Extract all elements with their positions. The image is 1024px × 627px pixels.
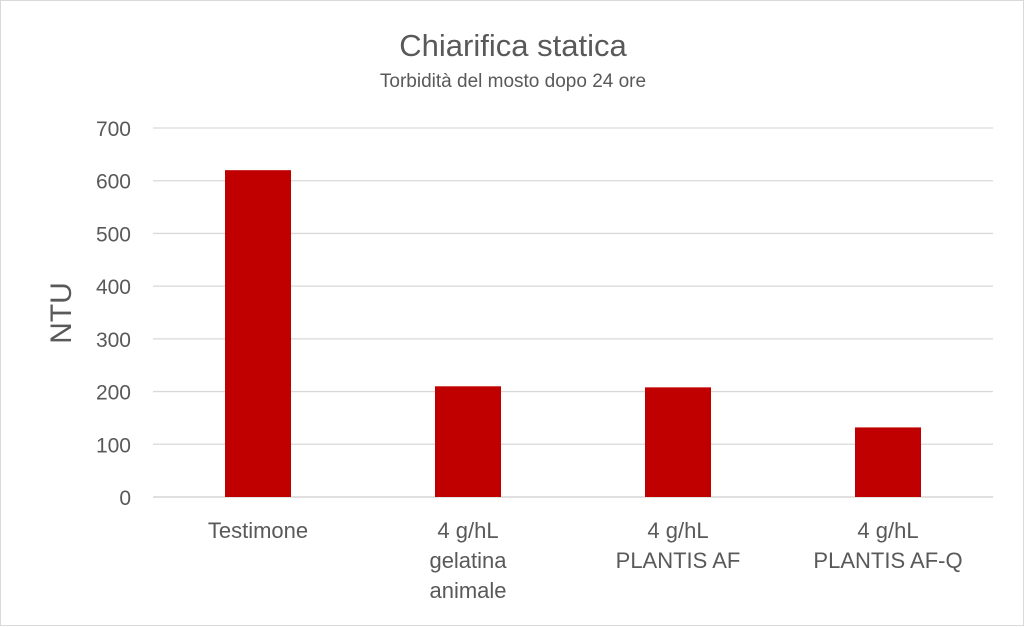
x-tick-label: PLANTIS AF-Q bbox=[813, 548, 962, 573]
bar bbox=[855, 427, 921, 497]
y-axis-label: NTU bbox=[45, 282, 78, 344]
x-tick-label: 4 g/hL bbox=[647, 518, 708, 543]
y-tick-label: 0 bbox=[119, 487, 131, 510]
y-tick-label: 200 bbox=[96, 382, 131, 405]
bar bbox=[225, 170, 291, 497]
y-tick-label: 500 bbox=[96, 223, 131, 246]
x-tick-label: Testimone bbox=[208, 518, 308, 543]
y-tick-label: 100 bbox=[96, 434, 131, 457]
y-tick-label: 700 bbox=[96, 118, 131, 141]
x-tick-label: PLANTIS AF bbox=[616, 548, 741, 573]
x-tick-label: 4 g/hL bbox=[857, 518, 918, 543]
bars bbox=[225, 170, 921, 497]
gridlines bbox=[153, 127, 993, 498]
y-tick-labels: 0 100 200 300 400 500 600 700 bbox=[96, 118, 131, 510]
y-tick-label: 400 bbox=[96, 276, 131, 299]
x-tick-labels: Testimone 4 g/hL gelatina animale 4 g/hL PLAN… bbox=[208, 518, 963, 603]
bar bbox=[435, 386, 501, 497]
chart-subtitle: Torbidità del mosto dopo 24 ore bbox=[380, 71, 646, 92]
x-tick-label: gelatina bbox=[429, 548, 507, 573]
bar bbox=[645, 387, 711, 497]
x-tick-label: 4 g/hL bbox=[437, 518, 498, 543]
y-tick-label: 600 bbox=[96, 171, 131, 194]
y-tick-label: 300 bbox=[96, 329, 131, 352]
x-tick-label: animale bbox=[429, 578, 506, 603]
chart-title: Chiarifica statica bbox=[399, 28, 627, 63]
